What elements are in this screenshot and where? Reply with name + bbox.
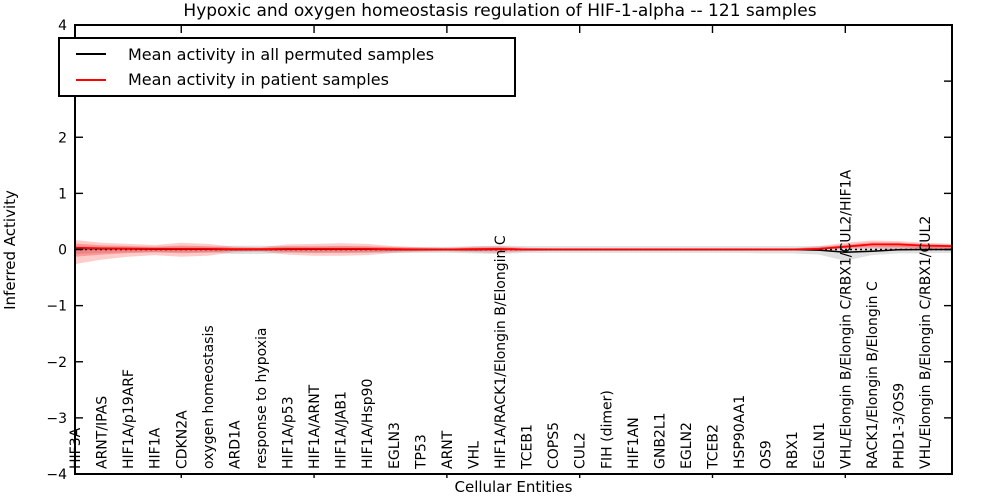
y-tick-label: −3	[46, 411, 67, 427]
x-tick-label: HIF1A	[148, 427, 164, 469]
x-tick-label: HIF1A/RACK1/Elongin B/Elongin C	[493, 235, 509, 469]
x-tick-label: CDKN2A	[174, 410, 190, 469]
x-tick-label: oxygen homeostasis	[201, 325, 217, 469]
x-tick-label: ARD1A	[227, 420, 243, 469]
x-tick-label: EGLN2	[679, 422, 695, 469]
chart-title: Hypoxic and oxygen homeostasis regulatio…	[183, 1, 817, 21]
black-line-sample-icon	[76, 53, 106, 56]
y-tick-label: 0	[58, 243, 67, 259]
x-tick-label: GNB2L1	[652, 412, 668, 469]
legend-item-patient: Mean activity in patient samples	[76, 70, 514, 89]
x-tick-label: CUL2	[573, 432, 589, 469]
red-line-sample-icon	[76, 78, 106, 81]
x-tick-label: RACK1/Elongin B/Elongin C	[865, 281, 881, 469]
x-tick-label: HIF1AN	[626, 417, 642, 469]
y-tick-label: 2	[58, 130, 67, 146]
y-tick-label: 1	[58, 186, 67, 202]
legend: Mean activity in all permuted samples Me…	[58, 37, 516, 97]
x-tick-label: HIF1A/p19ARF	[121, 369, 137, 469]
x-tick-label: TCEB2	[706, 424, 722, 470]
patient-mean-line	[74, 243, 953, 251]
x-tick-label: TCEB1	[520, 424, 536, 470]
x-tick-label: TP53	[413, 434, 429, 470]
x-tick-label: HIF1A/p53	[281, 396, 297, 469]
x-tick-label: VHL	[466, 441, 482, 469]
x-tick-label: ARNT	[440, 430, 456, 469]
y-tick-label: 4	[58, 18, 67, 34]
legend-label-patient: Mean activity in patient samples	[128, 69, 389, 89]
x-tick-label: ARNT/IPAS	[95, 396, 111, 469]
x-tick-label: response to hypoxia	[254, 328, 270, 469]
legend-label-permuted: Mean activity in all permuted samples	[128, 44, 435, 64]
x-tick-label: HSP90AA1	[732, 395, 748, 469]
legend-item-permuted: Mean activity in all permuted samples	[76, 45, 514, 64]
x-tick-label: EGLN3	[387, 422, 403, 469]
x-tick-label: HIF3A	[68, 427, 84, 469]
patient-band-outer	[75, 240, 952, 265]
y-tick-label: −2	[46, 355, 67, 371]
x-tick-label: VHL/Elongin B/Elongin C/RBX1/CUL2	[918, 216, 934, 469]
x-tick-label: HIF1A/JAB1	[334, 391, 350, 469]
x-tick-label: HIF1A/ARNT	[307, 384, 323, 469]
x-axis-label: Cellular Entities	[454, 478, 573, 496]
x-tick-label: HIF1A/Hsp90	[360, 379, 376, 469]
x-tick-label: COPS5	[546, 422, 562, 469]
x-tick-label: PHD1-3/OS9	[891, 383, 907, 469]
x-tick-label: RBX1	[785, 431, 801, 469]
y-tick-label: −4	[46, 467, 67, 483]
x-tick-label: VHL/Elongin B/Elongin C/RBX1/CUL2/HIF1A	[838, 169, 854, 469]
y-tick-label: −1	[46, 299, 67, 315]
x-tick-label: OS9	[759, 440, 775, 469]
x-tick-label: EGLN1	[812, 422, 828, 469]
x-tick-label: FIH (dimer)	[599, 390, 615, 469]
